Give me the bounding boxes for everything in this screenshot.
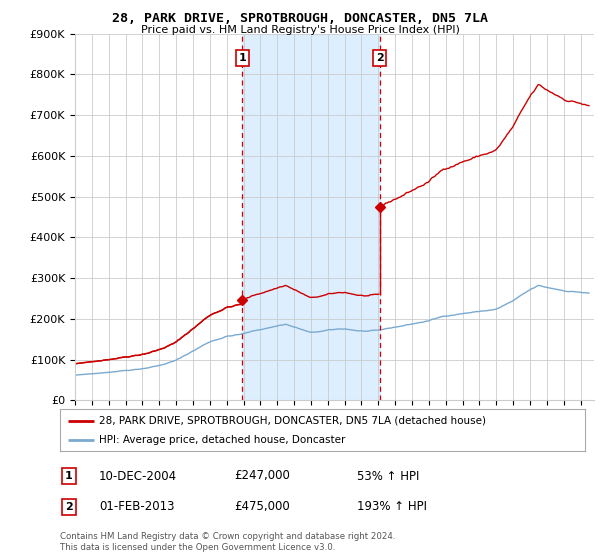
Text: 193% ↑ HPI: 193% ↑ HPI <box>357 500 427 514</box>
Text: 53% ↑ HPI: 53% ↑ HPI <box>357 469 419 483</box>
Text: £475,000: £475,000 <box>234 500 290 514</box>
Text: Contains HM Land Registry data © Crown copyright and database right 2024.
This d: Contains HM Land Registry data © Crown c… <box>60 532 395 552</box>
Text: Price paid vs. HM Land Registry's House Price Index (HPI): Price paid vs. HM Land Registry's House … <box>140 25 460 35</box>
Text: 2: 2 <box>376 53 383 63</box>
Text: HPI: Average price, detached house, Doncaster: HPI: Average price, detached house, Donc… <box>100 435 346 445</box>
Text: 1: 1 <box>65 471 73 481</box>
Bar <box>242 34 380 400</box>
Text: 28, PARK DRIVE, SPROTBROUGH, DONCASTER, DN5 7LA: 28, PARK DRIVE, SPROTBROUGH, DONCASTER, … <box>112 12 488 25</box>
Text: £247,000: £247,000 <box>234 469 290 483</box>
Text: 10-DEC-2004: 10-DEC-2004 <box>99 469 177 483</box>
Text: 2: 2 <box>65 502 73 512</box>
Text: 28, PARK DRIVE, SPROTBROUGH, DONCASTER, DN5 7LA (detached house): 28, PARK DRIVE, SPROTBROUGH, DONCASTER, … <box>100 416 487 426</box>
Text: 1: 1 <box>239 53 247 63</box>
Text: 01-FEB-2013: 01-FEB-2013 <box>99 500 175 514</box>
